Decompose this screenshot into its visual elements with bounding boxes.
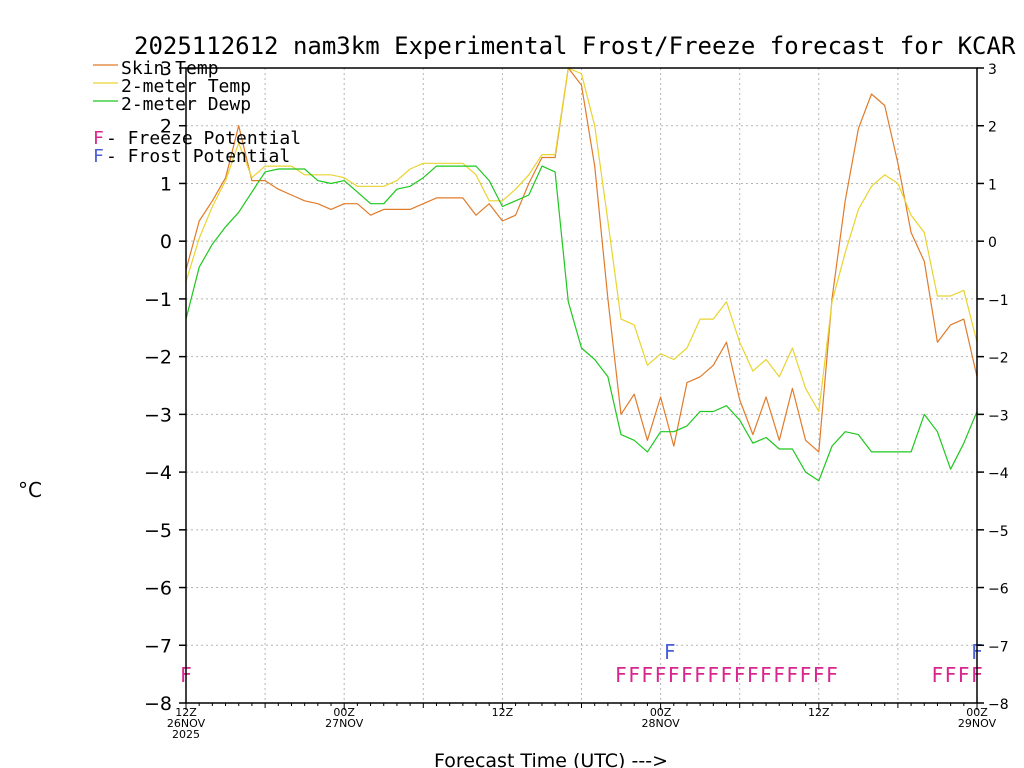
y-tick-label-right: −2 xyxy=(988,351,1009,367)
legend-symbol: F xyxy=(93,146,104,167)
y-axis-label: °C xyxy=(18,478,42,502)
freeze-flag: F xyxy=(681,663,693,687)
freeze-flag: F xyxy=(615,663,627,687)
freeze-flag: F xyxy=(787,663,799,687)
freeze-flag: F xyxy=(945,663,957,687)
series-group xyxy=(185,67,978,482)
x-tick-label: 2025 xyxy=(172,728,200,741)
y-tick-label-right: 3 xyxy=(988,62,997,78)
y-tick-label-left: 3 xyxy=(160,58,172,80)
x-axis-label: Forecast Time (UTC) ---> xyxy=(434,750,668,768)
x-tick-label: 26NOV xyxy=(167,717,206,730)
y-tick-label-left: 2 xyxy=(160,116,172,138)
y-tick-label-right: 1 xyxy=(988,177,997,193)
freeze-flag: F xyxy=(760,663,772,687)
freeze-flag: F xyxy=(655,663,667,687)
freeze-flag: F xyxy=(642,663,654,687)
y-tick-label-right: 0 xyxy=(988,235,997,251)
freeze-flag: F xyxy=(708,663,720,687)
frost-flag: F xyxy=(664,640,676,664)
legend-label: 2-meter Temp xyxy=(121,76,251,97)
x-tick-label: 00Z xyxy=(966,706,988,719)
x-tick-label: 00Z xyxy=(650,706,672,719)
y-tick-label-right: −5 xyxy=(988,524,1009,540)
y-tick-label-left: −4 xyxy=(144,462,172,484)
x-tick-label: 12Z xyxy=(175,706,197,719)
legend-label: - Freeze Potential xyxy=(106,128,301,149)
legend-label: Skin Temp xyxy=(121,58,219,79)
y-tick-label-left: −5 xyxy=(144,520,172,542)
freeze-flag: F xyxy=(800,663,812,687)
y-tick-label-left: −7 xyxy=(144,635,172,657)
freeze-flag: F xyxy=(734,663,746,687)
freeze-flag: F xyxy=(694,663,706,687)
y-tick-label-left: −6 xyxy=(144,578,172,600)
x-tick-label: 28NOV xyxy=(641,717,680,730)
x-tick-label: 12Z xyxy=(808,706,830,719)
freeze-flag: F xyxy=(747,663,759,687)
legend-label: 2-meter Dewp xyxy=(121,94,251,115)
series-line-skin-temp xyxy=(185,67,978,453)
y-tick-label-right: −3 xyxy=(988,408,1009,424)
freeze-flag: F xyxy=(826,663,838,687)
y-tick-label-left: −8 xyxy=(144,693,172,715)
freeze-flag: F xyxy=(668,663,680,687)
freeze-flag: F xyxy=(958,663,970,687)
legend-symbol: F xyxy=(93,128,104,149)
grid xyxy=(186,68,977,703)
x-tick-label: 12Z xyxy=(492,706,514,719)
chart-title: 2025112612 nam3km Experimental Frost/Fre… xyxy=(134,32,1016,60)
y-tick-label-right: −6 xyxy=(988,582,1009,598)
legend-label: - Frost Potential xyxy=(106,146,290,167)
y-tick-label-right: 2 xyxy=(988,120,997,136)
series-line-2-meter-temp xyxy=(185,67,978,413)
y-tick-label-left: 1 xyxy=(160,173,172,195)
x-tick-label: 00Z xyxy=(333,706,355,719)
freeze-flag: F xyxy=(773,663,785,687)
y-tick-label-left: 0 xyxy=(160,231,172,253)
axis-ticks: 3 3 2 2 1 1 0 0 −1 −1 −2 −2 −3 −3 −4 −4 −5 −5 −6 −6 −7 −7 −8 −8… xyxy=(144,58,1009,741)
y-tick-label-right: −8 xyxy=(988,697,1009,713)
freeze-flag: F xyxy=(628,663,640,687)
series-line-2-meter-dewp xyxy=(185,165,978,482)
y-tick-label-left: −2 xyxy=(144,347,172,369)
y-tick-label-left: −3 xyxy=(144,404,172,426)
y-tick-label-right: −4 xyxy=(988,466,1009,482)
x-tick-label: 27NOV xyxy=(325,717,364,730)
y-tick-label-right: −7 xyxy=(988,639,1009,655)
freeze-flag: F xyxy=(721,663,733,687)
freeze-flag: F xyxy=(932,663,944,687)
y-tick-label-right: −1 xyxy=(988,293,1009,309)
freeze-flag: F xyxy=(813,663,825,687)
y-tick-label-left: −1 xyxy=(144,289,172,311)
x-tick-label: 29NOV xyxy=(958,717,997,730)
